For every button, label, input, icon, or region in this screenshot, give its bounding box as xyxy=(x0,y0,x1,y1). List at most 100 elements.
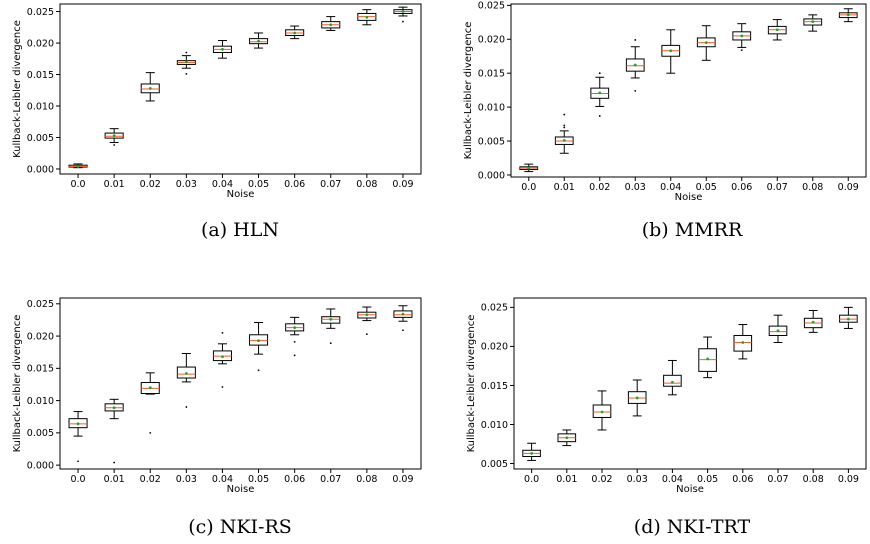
box-0.07 xyxy=(767,19,787,41)
iqr-box xyxy=(663,374,682,387)
x-tick-label: 0.06 xyxy=(284,179,305,190)
box-0.05 xyxy=(696,25,716,61)
y-tick-label: 0.015 xyxy=(27,364,54,375)
box-0.0 xyxy=(522,442,541,461)
x-axis-label: Noise xyxy=(227,484,255,495)
mean-marker xyxy=(811,20,815,24)
mean-marker xyxy=(847,317,850,321)
chart-panel-1: 0.000 0.005 0.010 0.015 0.020 0.025 0.0 0.01 0.0… xyxy=(12,3,422,241)
x-tick-label: 0.03 xyxy=(176,474,197,485)
flier-point xyxy=(221,386,224,388)
flier-point xyxy=(149,431,152,434)
box-0.02 xyxy=(140,72,160,102)
mean-marker xyxy=(846,13,850,17)
x-tick-label: 0.09 xyxy=(392,474,413,485)
mean-marker xyxy=(184,372,188,375)
mean-marker xyxy=(221,355,224,359)
box-0.01 xyxy=(557,429,577,447)
iqr-box xyxy=(321,316,341,324)
iqr-box xyxy=(592,404,612,418)
x-axis-label: Noise xyxy=(676,484,704,495)
y-axis-label: Kullback-Leibler divergence xyxy=(12,20,23,158)
chart-panel-3: 0.000 0.005 0.010 0.015 0.020 0.025 0.0 0.01 0.0… xyxy=(12,297,422,538)
box-0.07 xyxy=(321,308,341,345)
mean-marker xyxy=(221,47,224,51)
x-tick-label: 0.0 xyxy=(70,179,85,190)
box-0.08 xyxy=(803,309,823,333)
mean-marker xyxy=(257,339,260,342)
x-tick-label: 0.04 xyxy=(212,474,233,485)
mean-marker xyxy=(148,386,152,390)
box-0.0 xyxy=(68,163,88,169)
box-0.05 xyxy=(249,32,269,49)
x-tick-label: 0.08 xyxy=(356,179,377,190)
x-tick-label: 0.02 xyxy=(140,179,161,190)
iqr-box xyxy=(249,38,269,45)
box-0.07 xyxy=(321,16,341,31)
chart-panel-2: 0.000 0.005 0.010 0.015 0.020 0.025 0.0 0.01 0.0… xyxy=(463,1,867,241)
flier-point xyxy=(293,340,296,343)
mean-marker xyxy=(635,396,639,400)
x-tick-label: 0.05 xyxy=(248,474,269,485)
x-tick-label: 0.06 xyxy=(732,474,753,485)
mean-marker xyxy=(811,320,815,324)
x-axis-label: Noise xyxy=(675,192,703,203)
box-0.09 xyxy=(393,6,413,23)
x-tick-label: 0.06 xyxy=(284,474,305,485)
x-tick-label: 0.06 xyxy=(731,182,752,193)
flier-point xyxy=(563,124,566,127)
x-tick-label: 0.04 xyxy=(212,179,233,190)
box-0.05 xyxy=(249,322,269,372)
x-tick-label: 0.08 xyxy=(356,474,377,485)
mean-marker xyxy=(365,15,369,19)
y-tick-label: 0.025 xyxy=(27,7,54,18)
iqr-box xyxy=(249,334,269,346)
box-0.02 xyxy=(590,72,610,117)
panel-caption: (d) NKI-TRT xyxy=(634,516,751,538)
mean-marker xyxy=(76,165,80,168)
mean-marker xyxy=(598,91,602,95)
box-0.06 xyxy=(733,324,753,360)
y-tick-label: 0.020 xyxy=(27,331,54,342)
mean-marker xyxy=(148,86,152,90)
box-0.02 xyxy=(592,390,612,431)
x-tick-label: 0.01 xyxy=(104,179,125,190)
x-tick-label: 0.07 xyxy=(767,474,788,485)
flier-point xyxy=(257,369,260,372)
y-tick-label: 0.010 xyxy=(478,102,505,113)
flier-point xyxy=(113,461,116,464)
box-0.03 xyxy=(627,379,647,417)
box-0.08 xyxy=(357,306,377,336)
x-tick-label: 0.03 xyxy=(625,182,646,193)
flier-point xyxy=(329,342,332,345)
box-0.03 xyxy=(176,352,196,408)
y-tick-label: 0.020 xyxy=(481,342,508,353)
x-tick-label: 0.01 xyxy=(104,474,125,485)
y-tick-label: 0.025 xyxy=(481,303,508,314)
y-tick-label: 0.005 xyxy=(481,459,508,470)
box-0.02 xyxy=(140,372,160,434)
flier-point xyxy=(563,126,566,129)
y-axis-label: Kullback-Leibler divergence xyxy=(12,315,23,453)
box-0.0 xyxy=(519,163,539,173)
mean-marker xyxy=(671,380,674,384)
mean-marker xyxy=(527,166,531,170)
mean-marker xyxy=(706,357,709,361)
y-tick-label: 0.015 xyxy=(27,70,54,81)
flier-point xyxy=(598,115,601,117)
panel-caption: (b) MMRR xyxy=(642,219,743,241)
x-tick-label: 0.03 xyxy=(627,474,648,485)
mean-marker xyxy=(633,63,637,67)
y-tick-label: 0.015 xyxy=(481,381,508,392)
mean-marker xyxy=(741,341,745,344)
x-tick-label: 0.08 xyxy=(802,182,823,193)
x-tick-label: 0.05 xyxy=(696,182,717,193)
flier-point xyxy=(402,20,404,23)
y-axis-label: Kullback-Leibler divergence xyxy=(466,315,477,453)
mean-marker xyxy=(293,326,297,330)
flier-point xyxy=(185,406,188,408)
box-0.04 xyxy=(212,331,232,388)
box-0.04 xyxy=(661,29,681,74)
mean-marker xyxy=(669,49,673,53)
x-tick-label: 0.09 xyxy=(392,179,413,190)
